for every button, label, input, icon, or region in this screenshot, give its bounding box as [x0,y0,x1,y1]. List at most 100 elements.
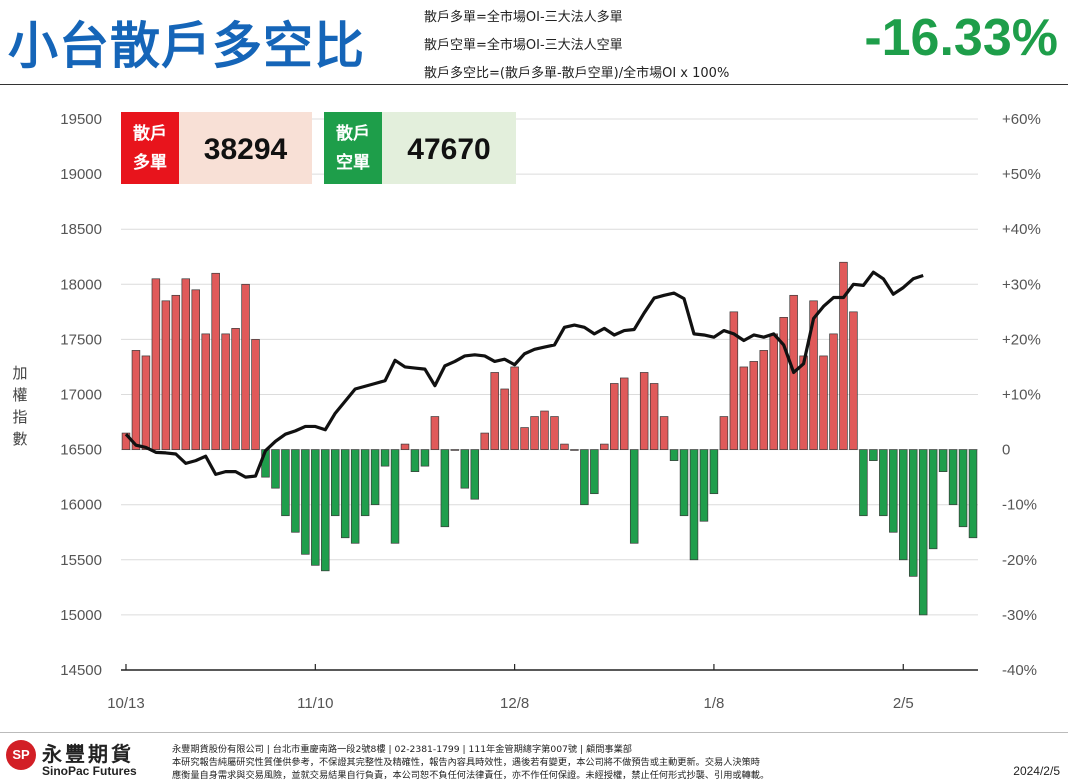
ratio-bar [580,449,589,506]
ratio-bar [968,449,978,539]
sinopac-logo: SP 永豐期貨 SinoPac Futures [6,738,166,782]
ratio-bar [859,449,868,517]
ratio-bar [849,311,858,450]
ratio-bar [659,416,669,450]
ratio-bar [161,300,171,450]
ratio-bar [869,449,878,461]
long-value: 38294 [204,133,288,166]
ratio-bar [689,449,699,561]
ratio-bar [719,416,729,450]
ratio-bar [430,416,440,450]
ratio-bar [759,350,768,450]
ratio-bar [201,333,210,450]
short-value: 47670 [407,133,490,166]
short-tag [324,112,382,184]
ratio-bar [350,449,360,544]
ratio-bar [480,432,489,450]
x-axis: 10/13 11/10 12/8 1/8 2/5 [107,664,978,712]
ratio-bar [739,366,749,450]
short-tag-label: 散戶 [336,123,370,144]
left-tick-label: 15000 [60,607,102,624]
ratio-bar [958,449,968,528]
ratio-line [124,270,924,479]
left-tick-label: 14500 [60,662,102,679]
ratio-bar [560,443,569,450]
ratio-bar [639,372,649,450]
ratio-bar [928,449,938,550]
ratio-bar [171,294,181,450]
ratio-bar [540,410,549,450]
ratio-bar [301,449,310,555]
right-axis-ticks: +60% +50% +40% +30% +20% +10% 0 -10% -20% -30% -40… [1002,111,1041,679]
ratio-bar [221,333,230,450]
right-tick-label: -30% [1002,607,1037,624]
ratio-bar [619,377,629,450]
ratio-bar [420,449,430,467]
left-tick-label: 19500 [60,111,102,128]
ratio-bar [679,449,689,517]
ratio-bar [331,449,340,517]
ylabel-char: 指 [12,408,27,426]
ratio-bar [311,449,320,566]
footer-company-info: 永豐期貨股份有限公司 | 台北市重慶南路一段2號8樓 | 02-2381-179… [172,744,632,755]
ratio-bar [729,311,739,450]
ratio-bar [649,383,659,450]
ratio-bar [370,449,380,506]
logo-english-name: SinoPac Futures [42,764,137,778]
ratio-bar [889,449,898,533]
left-tick-label: 19000 [60,166,102,183]
position-boxes: 散戶多單 38294 散戶空單 47670 [121,112,516,184]
ratio-bar [918,449,928,616]
ratio-bar [470,449,480,500]
ratio-bar [709,449,719,495]
ratio-bar [699,449,709,522]
right-tick-label: -40% [1002,662,1037,679]
x-tick-label: 2/5 [893,695,914,712]
ratio-bar [610,383,619,450]
ratio-bar [281,449,290,517]
ratio-bar [769,333,778,450]
chart: 19500 19000 18500 18000 17500 17000 16500 16000… [12,111,1041,712]
ratio-bar [510,366,519,450]
ratio-bar [779,317,788,450]
header-divider [0,84,1068,85]
ratio-bar [400,443,410,450]
left-tick-label: 18500 [60,221,102,238]
ylabel-char: 加 [12,364,27,382]
logo-mark-icon: SP [6,740,36,770]
left-tick-label: 16500 [60,442,102,459]
ratio-bar [460,449,470,489]
ratio-bar [809,300,818,450]
ratio-bar [141,355,151,450]
logo-chinese-name: 永豐期貨 [42,742,134,766]
right-tick-label: +60% [1002,111,1041,128]
ratio-bar [749,361,759,450]
ratio-bar [570,449,579,451]
x-tick-label: 12/8 [500,695,529,712]
ratio-bar [340,449,350,539]
ylabel-char: 數 [12,430,27,448]
index-line-layer [124,270,924,479]
left-tick-label: 17500 [60,331,102,348]
right-tick-label: 0 [1002,442,1010,459]
left-tick-label: 18000 [60,276,102,293]
long-tag-label: 多單 [133,152,167,173]
ratio-bar [938,449,948,472]
ratio-bar [490,372,499,450]
ratio-bar [131,350,141,450]
ratio-bar [629,449,639,544]
ratio-bar [669,449,679,461]
ratio-bar [550,416,559,450]
ratio-bar [899,449,908,561]
ratio-bar [520,427,529,450]
right-tick-label: +50% [1002,166,1041,183]
formula-short: 散戶空單=全市場OI-三大法人空單 [424,38,623,53]
ratio-bar [530,416,539,450]
ylabel-char: 權 [12,386,27,404]
left-tick-label: 16000 [60,497,102,514]
ratio-bar [211,272,220,450]
ratio-bar [181,278,191,450]
long-tag [121,112,179,184]
ratio-bar [829,333,838,450]
short-tag-label: 空單 [336,152,370,173]
